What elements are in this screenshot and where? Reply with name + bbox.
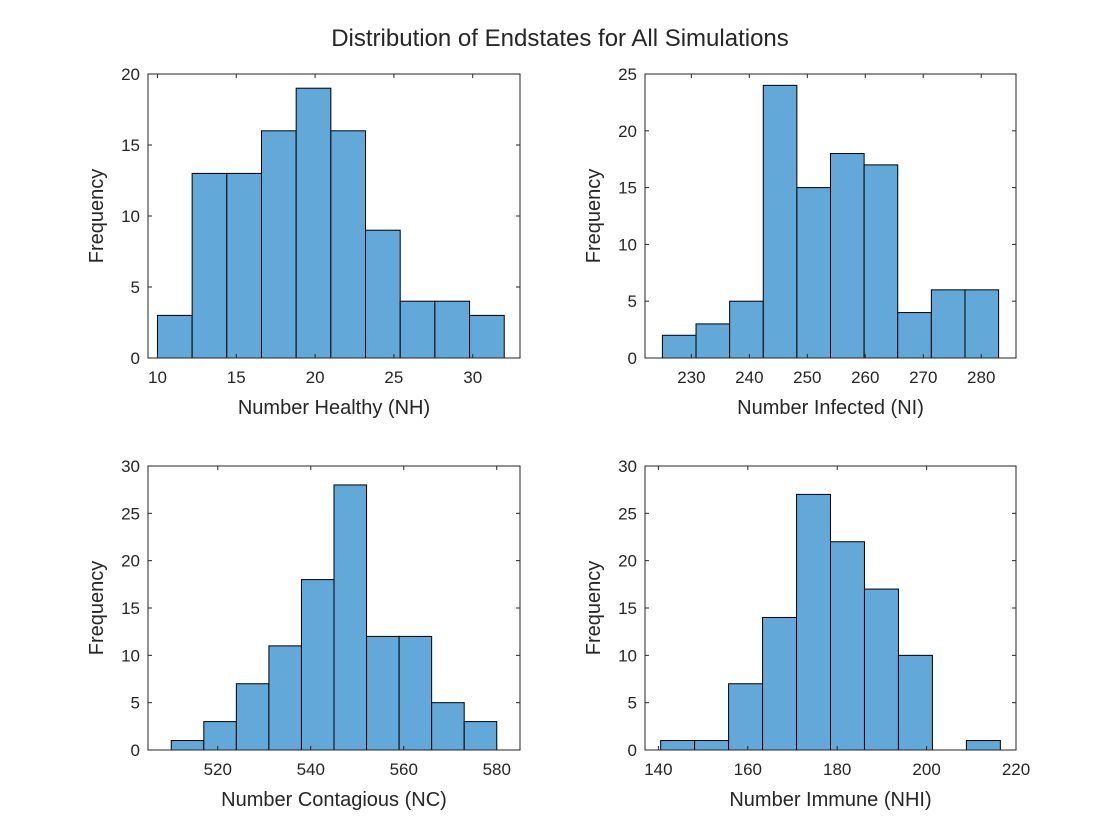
histogram-bar (235, 683, 270, 751)
histogram-bar (694, 740, 730, 751)
axes-frame (644, 73, 1017, 359)
x-tick-label: 230 (677, 368, 705, 387)
y-tick-label: 0 (628, 349, 637, 368)
histogram-panel-3: 520 540 560 580 0 5 10 15 20 25 30 Number Contagiou… (86, 457, 521, 811)
histogram-bar (964, 289, 1000, 359)
x-tick-label: 260 (851, 368, 879, 387)
y-tick-label: 5 (131, 694, 140, 713)
y-tick-label: 15 (121, 136, 140, 155)
y-tick-label: 0 (131, 741, 140, 760)
histogram-bar (469, 314, 505, 359)
subplot-grid: 10 15 20 25 30 0 5 10 15 20 Number Healthy (NH) Fre… (86, 65, 1030, 811)
histogram-bar (463, 721, 498, 751)
y-tick-label: 20 (121, 552, 140, 571)
histogram-bar (268, 645, 302, 751)
x-tick-label: 160 (734, 760, 762, 779)
histogram-bar (863, 164, 899, 359)
histogram-bar (156, 314, 193, 359)
x-tick-label: 560 (390, 760, 418, 779)
histogram-bar (170, 740, 205, 751)
histogram-bar (762, 616, 798, 751)
x-tick-label: 140 (644, 760, 672, 779)
y-tick-label: 15 (618, 179, 637, 198)
histogram-panel-1: 10 15 20 25 30 0 5 10 15 20 Number Healthy (NH) Fre… (86, 65, 521, 419)
histogram-bar (729, 300, 764, 359)
histogram-bar (300, 579, 335, 751)
histogram-bar (796, 493, 832, 751)
y-tick-label: 20 (618, 122, 637, 141)
histogram-panel-2: 230 240 250 260 270 280 0 5 10 15 20 25 Number Infec… (583, 65, 1017, 419)
histogram-bar (830, 541, 865, 751)
x-tick-label: 200 (912, 760, 940, 779)
histogram-bar (366, 635, 400, 751)
x-tick-label: 20 (306, 368, 325, 387)
y-tick-label: 10 (121, 207, 140, 226)
y-tick-label: 0 (131, 349, 140, 368)
y-tick-label: 10 (618, 235, 637, 254)
x-tick-label: 540 (297, 760, 325, 779)
x-tick-label: 520 (204, 760, 232, 779)
histogram-bar (660, 740, 696, 751)
x-tick-label: 270 (909, 368, 937, 387)
y-tick-label: 0 (628, 741, 637, 760)
histogram-bar (398, 635, 433, 751)
histogram-bar (728, 683, 764, 751)
x-tick-label: 10 (148, 368, 167, 387)
histogram-bar (333, 484, 368, 751)
x-axis-label: Number Immune (NHI) (729, 789, 931, 811)
x-tick-label: 240 (735, 368, 763, 387)
y-tick-label: 20 (618, 552, 637, 571)
x-tick-label: 280 (967, 368, 995, 387)
x-axis-label: Number Healthy (NH) (238, 397, 430, 419)
histogram-bar (863, 588, 899, 751)
y-tick-label: 15 (121, 599, 140, 618)
y-axis-label: Frequency (583, 169, 605, 264)
y-tick-label: 5 (628, 292, 637, 311)
histogram-bar (365, 229, 401, 359)
histogram-bar (295, 87, 332, 359)
histogram-bar (431, 702, 465, 751)
y-tick-label: 30 (618, 457, 637, 476)
x-tick-label: 180 (823, 760, 851, 779)
x-axis-label: Number Infected (NI) (737, 397, 924, 419)
histogram-bar (830, 153, 865, 359)
histogram-bar (762, 84, 798, 359)
x-tick-label: 220 (1002, 760, 1030, 779)
histogram-bar (695, 323, 731, 359)
y-tick-label: 5 (131, 278, 140, 297)
y-tick-label: 25 (121, 504, 140, 523)
histogram-bar (897, 654, 933, 751)
x-tick-label: 250 (793, 368, 821, 387)
histogram-bar (399, 300, 436, 359)
y-tick-label: 25 (618, 65, 637, 84)
x-tick-label: 30 (463, 368, 482, 387)
x-axis-label: Number Contagious (NC) (221, 789, 447, 811)
x-tick-label: 580 (483, 760, 511, 779)
y-tick-label: 20 (121, 65, 140, 84)
y-tick-label: 30 (121, 457, 140, 476)
x-tick-label: 25 (384, 368, 403, 387)
histogram-bar (434, 300, 471, 359)
histogram-bar (203, 721, 237, 751)
figure-title: Distribution of Endstates for All Simula… (331, 25, 789, 52)
histogram-bar (965, 740, 1001, 751)
y-tick-label: 5 (628, 694, 637, 713)
histogram-bar (897, 312, 932, 359)
y-tick-label: 10 (618, 646, 637, 665)
histogram-panel-4: 140 160 180 200 220 0 5 10 15 20 25 30 Number Immune… (583, 457, 1030, 811)
histogram-bar (191, 172, 228, 359)
y-tick-label: 15 (618, 599, 637, 618)
y-axis-label: Frequency (583, 561, 605, 656)
y-axis-label: Frequency (86, 169, 108, 264)
histogram-bar (226, 172, 262, 359)
y-tick-label: 25 (618, 504, 637, 523)
histogram-bar (930, 289, 966, 359)
histogram-bar (330, 130, 367, 359)
histogram-bar (796, 187, 831, 359)
y-tick-label: 10 (121, 646, 140, 665)
x-tick-label: 15 (227, 368, 246, 387)
histogram-bar (260, 130, 297, 359)
y-axis-label: Frequency (86, 561, 108, 656)
